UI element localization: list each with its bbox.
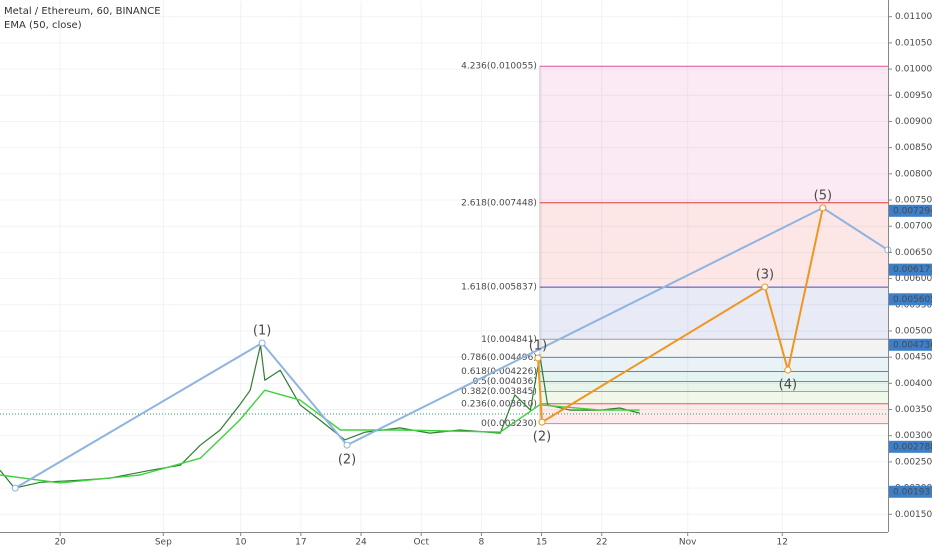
fib-label: 2.618(0.007448): [461, 198, 537, 208]
fib-label: 0.5(0.004036): [473, 377, 537, 387]
price-label: 0.00193: [893, 487, 930, 497]
fib-zone: [539, 357, 888, 372]
price-line: [0, 344, 640, 489]
wave-point: [784, 366, 792, 374]
price-label-box: [889, 204, 932, 217]
wave-point: [884, 246, 892, 254]
fib-label: 0.382(0.003845): [461, 387, 537, 397]
wave-label: (2): [338, 453, 356, 468]
wave-point: [11, 484, 19, 492]
price-label: 0.006171: [893, 265, 932, 275]
fib-zone: [539, 66, 888, 203]
fib-zone: [539, 403, 888, 424]
fib-label: 1(0.004841): [481, 335, 537, 345]
price-label: 0.002788: [893, 442, 932, 452]
price-label: 0.004736: [893, 340, 932, 350]
wave-label: (4): [779, 378, 797, 393]
price-label: 0.005605: [893, 295, 932, 305]
chart-title: Metal / Ethereum, 60, BINANCE: [4, 6, 161, 17]
x-tick-label: Nov: [679, 538, 697, 548]
wave-point: [819, 204, 827, 212]
fib-zone: [539, 287, 888, 340]
x-tick-label: 15: [536, 538, 547, 548]
wave-point: [761, 283, 769, 291]
x-tick-label: 24: [355, 538, 367, 548]
x-tick-label: 8: [479, 538, 485, 548]
wave-label: (1): [253, 324, 271, 339]
plot-area: 4.236(0.010055) 2.618(0.007448) 1.618(0.00…: [0, 1, 892, 532]
wave-point: [343, 441, 351, 449]
price-line: [0, 389, 640, 484]
fib-label: 1.618(0.005837): [461, 283, 537, 293]
wave-point: [534, 354, 542, 362]
wave-label: (2): [533, 430, 551, 445]
fib-zone: [539, 391, 888, 404]
x-tick-label: Oct: [413, 538, 429, 548]
x-tick-label: 10: [235, 538, 247, 548]
x-tick-label: 20: [54, 538, 66, 548]
x-tick-label: 17: [295, 538, 306, 548]
fib-zone: [539, 371, 888, 382]
fib-zone: [539, 381, 888, 392]
price-label: 0.007294: [893, 206, 932, 216]
x-tick-label: Sep: [155, 538, 172, 548]
price-label-box: [889, 293, 932, 306]
price-label-box: [889, 440, 932, 453]
price-label-box: [889, 485, 932, 498]
fib-label: 4.236(0.010055): [461, 62, 537, 72]
fib-zone: [539, 339, 888, 358]
fib-zone: [539, 202, 888, 288]
price-label-box: [889, 338, 932, 351]
fib-label: 0.618(0.004226): [461, 367, 537, 377]
fib-label: 0.236(0.003610): [461, 399, 537, 409]
fib-label: 0(0.003230): [481, 419, 537, 429]
wave-point: [258, 339, 266, 347]
wave-point: [538, 418, 546, 426]
wave-label: (3): [756, 267, 774, 282]
x-tick-label: 22: [596, 538, 607, 548]
wave-label: (1): [529, 338, 547, 353]
wave-label: (5): [814, 188, 832, 203]
y-tick-label: 0.011000: [895, 12, 932, 22]
x-tick-label: 12: [777, 538, 788, 548]
price-label-box: [889, 263, 932, 276]
fib-label: 0.786(0.004496): [461, 353, 537, 363]
indicator-label: EMA (50, close): [4, 20, 82, 31]
